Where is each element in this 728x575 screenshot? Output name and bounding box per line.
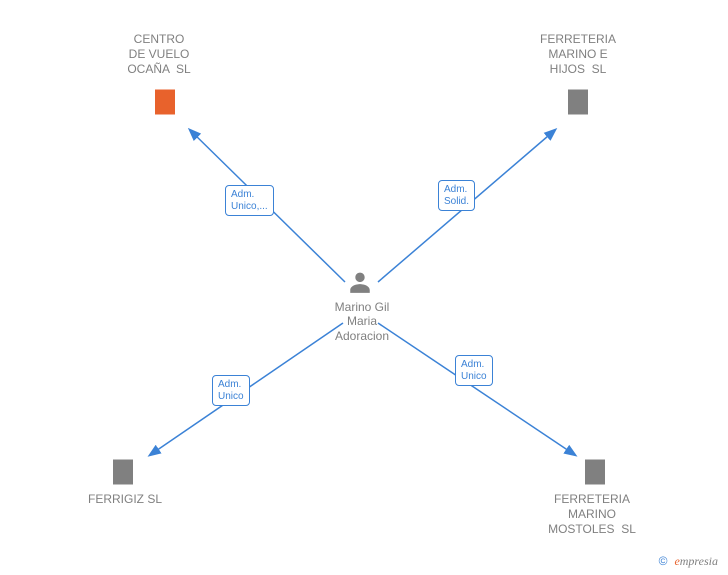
person-icon [347, 268, 373, 296]
edge-label-bl: Adm. Unico [212, 375, 250, 406]
diagram-canvas: Marino Gil Maria Adoracion CENTRO DE VUE… [0, 0, 728, 575]
node-label-tl: CENTRO DE VUELO OCAÑA SL [124, 32, 194, 77]
center-node-label: Marino Gil Maria Adoracion [327, 300, 397, 343]
edge-label-tl: Adm. Unico,... [225, 185, 274, 216]
edge-label-tr: Adm. Solid. [438, 180, 475, 211]
footer-brand: © empresia [659, 554, 718, 569]
building-icon-tl [150, 85, 180, 119]
node-label-br: FERRETERIA MARINO MOSTOLES SL [542, 492, 642, 537]
building-icon-tr [563, 85, 593, 119]
edge-line-br [378, 323, 575, 455]
building-icon-bl [108, 455, 138, 489]
edge-label-br: Adm. Unico [455, 355, 493, 386]
building-icon-br [580, 455, 610, 489]
node-label-tr: FERRETERIA MARINO E HIJOS SL [533, 32, 623, 77]
node-label-bl: FERRIGIZ SL [80, 492, 170, 507]
brand-text: empresia [674, 554, 718, 568]
copyright-symbol: © [659, 554, 668, 568]
